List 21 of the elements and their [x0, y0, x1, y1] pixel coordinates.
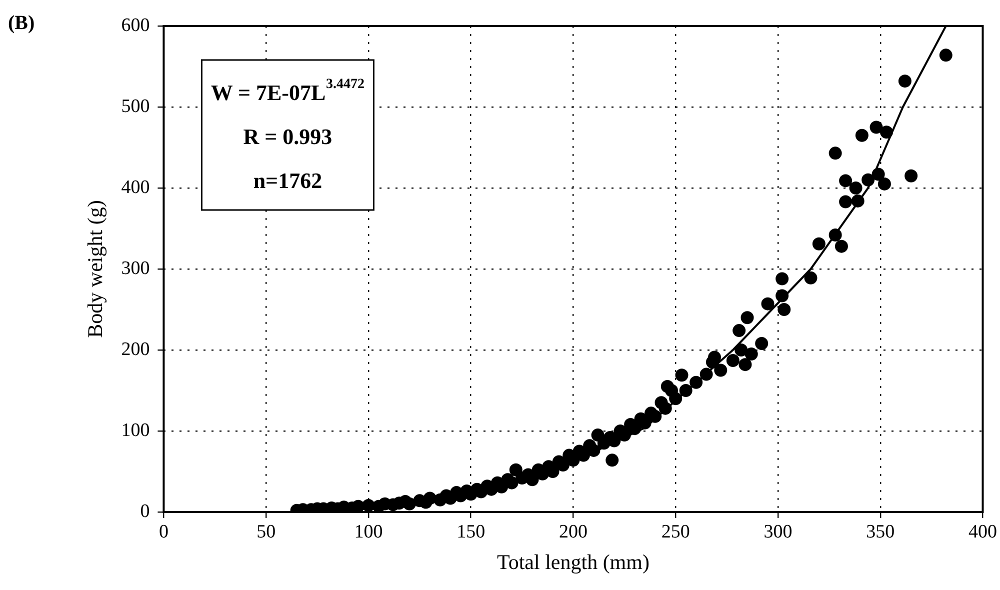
chart-title: (B)	[8, 12, 35, 34]
annotation: R = 0.993	[243, 124, 332, 149]
x-tick-label: 100	[354, 521, 383, 542]
x-tick-label: 350	[866, 521, 895, 542]
x-tick-label: 150	[456, 521, 486, 542]
y-tick-label: 300	[121, 258, 150, 279]
y-tick-label: 0	[140, 500, 150, 522]
x-axis-title: Total length (mm)	[496, 550, 650, 574]
annotation: n=1762	[253, 168, 322, 193]
x-tick-label: 250	[661, 521, 690, 542]
y-tick-label: 200	[121, 338, 150, 360]
y-tick-label: 600	[121, 14, 150, 36]
x-tick-label: 0	[158, 521, 168, 542]
y-tick-label: 400	[121, 176, 150, 198]
y-tick-label: 500	[121, 96, 150, 117]
x-tick-label: 50	[256, 521, 276, 542]
x-tick-label: 300	[764, 521, 792, 542]
y-tick-label: 100	[121, 420, 150, 441]
x-tick-label: 400	[968, 521, 997, 542]
x-tick-label: 200	[558, 521, 588, 542]
y-axis-title: Body weight (g)	[83, 200, 108, 338]
